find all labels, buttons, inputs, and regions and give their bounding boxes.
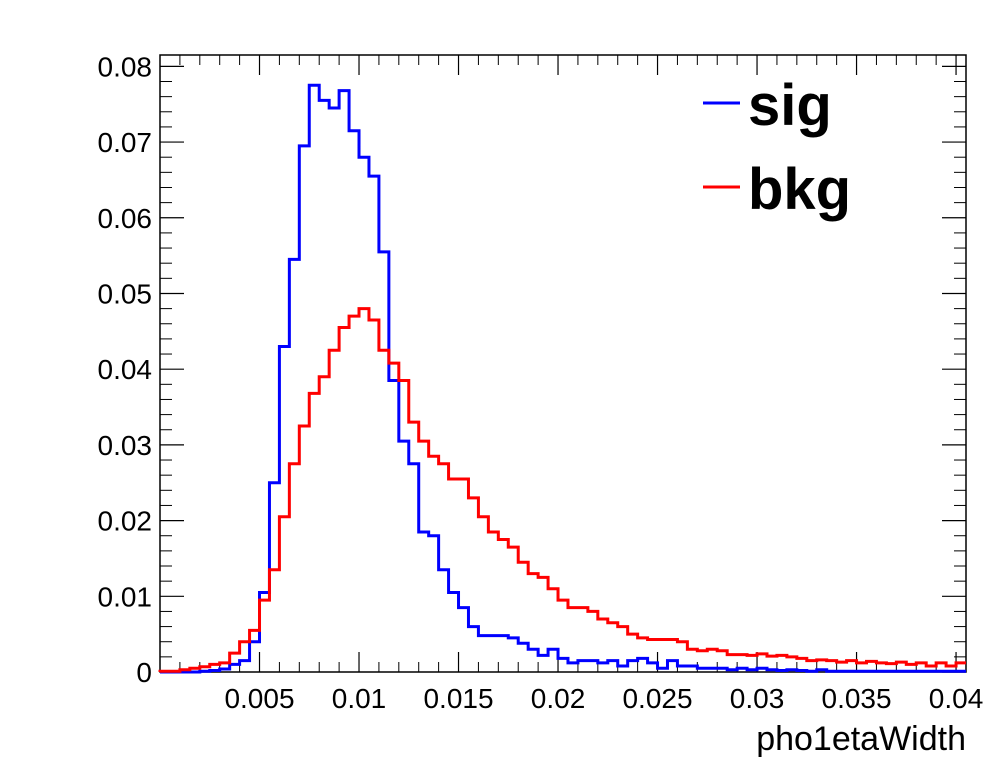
x-axis-title: pho1etaWidth [756,720,966,758]
y-tick-label: 0.08 [98,51,153,82]
y-tick-label: 0.01 [98,581,153,612]
y-tick-label: 0.04 [98,354,153,385]
x-tick-label: 0.015 [423,683,493,714]
x-tick-label: 0.04 [929,683,984,714]
y-tick-label: 0.05 [98,278,153,309]
series-bkg-line [158,307,966,673]
x-tick-label: 0.02 [531,683,586,714]
axis-tick-labels: 0.005 0.01 0.015 0.02 0.025 0.03 0.035 0.04 0 0.0… [98,51,984,714]
y-tick-label: 0.06 [98,203,153,234]
x-tick-label: 0.01 [332,683,387,714]
y-tick-label: 0.02 [98,506,153,537]
y-tick-label: 0.07 [98,127,153,158]
axis-ticks [160,55,966,673]
y-tick-label: 0.03 [98,430,153,461]
y-tick-label: 0 [136,657,152,688]
plot-frame [159,54,967,673]
legend-label-bkg: bkg [748,157,851,222]
series-layer [158,83,966,674]
legend-label-sig: sig [748,73,832,138]
x-tick-label: 0.035 [822,683,892,714]
x-tick-label: 0.005 [224,683,294,714]
x-tick-label: 0.025 [622,683,692,714]
series-sig-line [160,83,966,674]
legend: sig bkg [703,73,851,222]
x-tick-label: 0.03 [730,683,785,714]
